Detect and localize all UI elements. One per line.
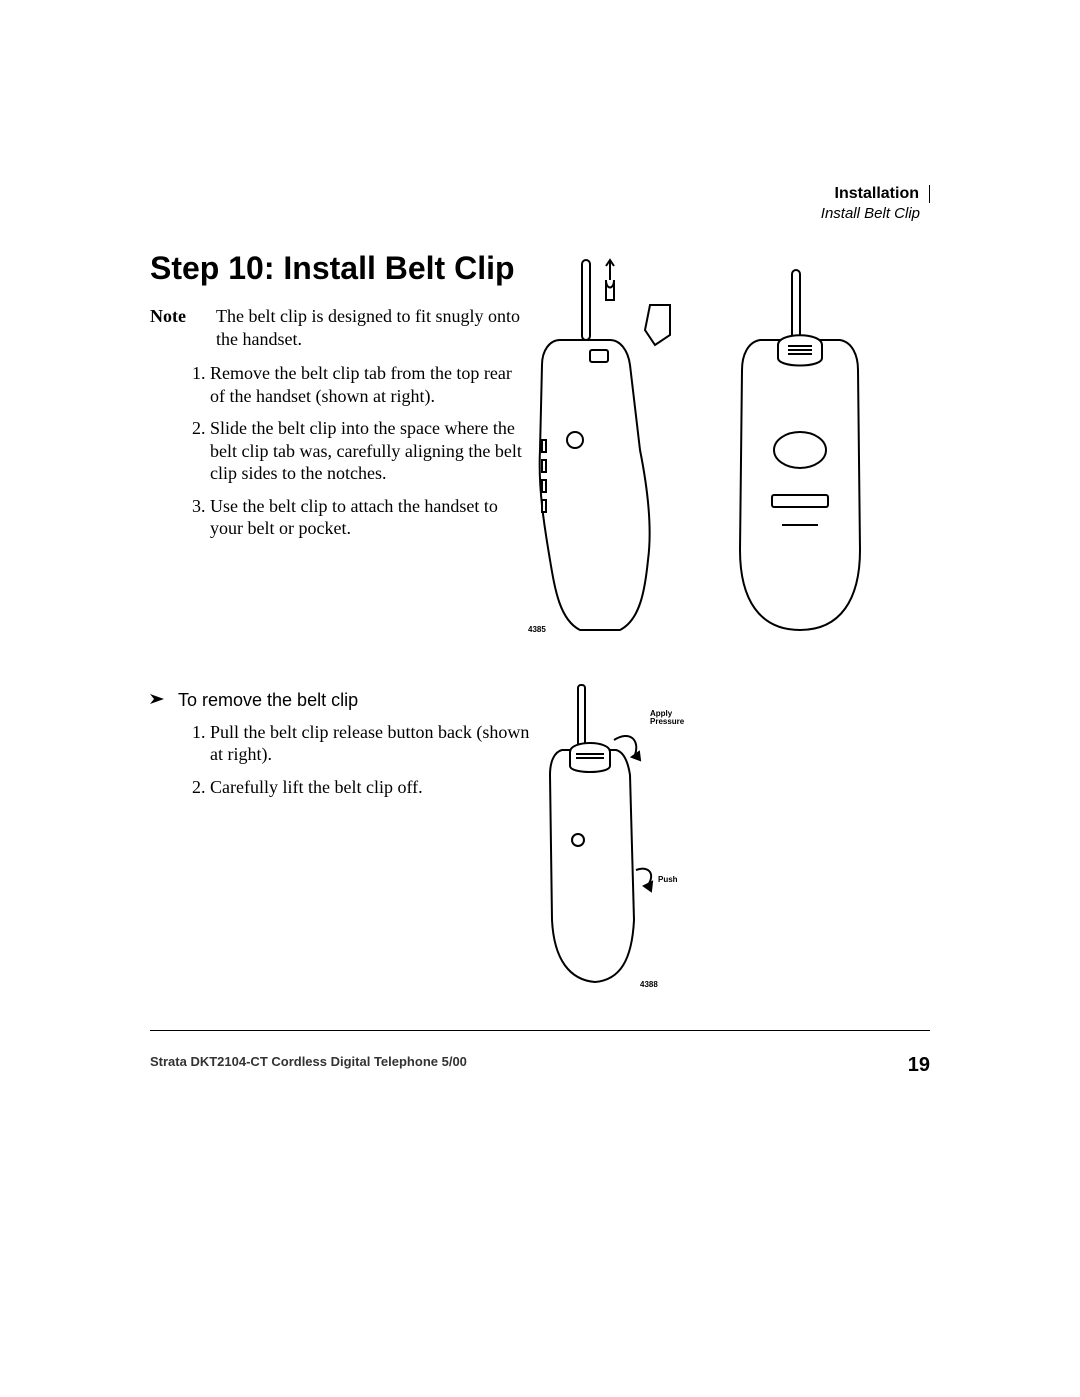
list-item: Pull the belt clip release button back (…: [210, 721, 530, 766]
footer-rule: [150, 1030, 930, 1031]
list-item: Carefully lift the belt clip off.: [210, 776, 530, 799]
remove-heading-text: To remove the belt clip: [178, 690, 358, 711]
note-text: The belt clip is designed to fit snugly …: [216, 305, 530, 350]
page-footer: Strata DKT2104-CT Cordless Digital Telep…: [150, 1054, 930, 1077]
remove-steps-list: Pull the belt clip release button back (…: [150, 721, 530, 799]
list-item: Slide the belt clip into the space where…: [210, 417, 530, 485]
install-steps-list: Remove the belt clip tab from the top re…: [150, 362, 530, 540]
text-column: Note The belt clip is designed to fit sn…: [150, 305, 530, 798]
list-item: Use the belt clip to attach the handset …: [210, 495, 530, 540]
note-block: Note The belt clip is designed to fit sn…: [150, 305, 530, 350]
list-item: Remove the belt clip tab from the top re…: [210, 362, 530, 407]
note-label: Note: [150, 305, 216, 350]
figure2-id-label: 4388: [640, 980, 658, 989]
push-label: Push: [658, 875, 678, 884]
figure-install: 4385: [520, 250, 940, 650]
figure-id-label: 4385: [528, 625, 546, 634]
figure-remove: ApplyPressure Push 4388: [540, 680, 800, 1000]
remove-subheading: To remove the belt clip: [150, 690, 530, 711]
footer-page-number: 19: [908, 1054, 930, 1077]
apply-label: ApplyPressure: [650, 710, 684, 726]
footer-doc-title: Strata DKT2104-CT Cordless Digital Telep…: [150, 1054, 467, 1077]
arrow-icon: [150, 690, 168, 711]
